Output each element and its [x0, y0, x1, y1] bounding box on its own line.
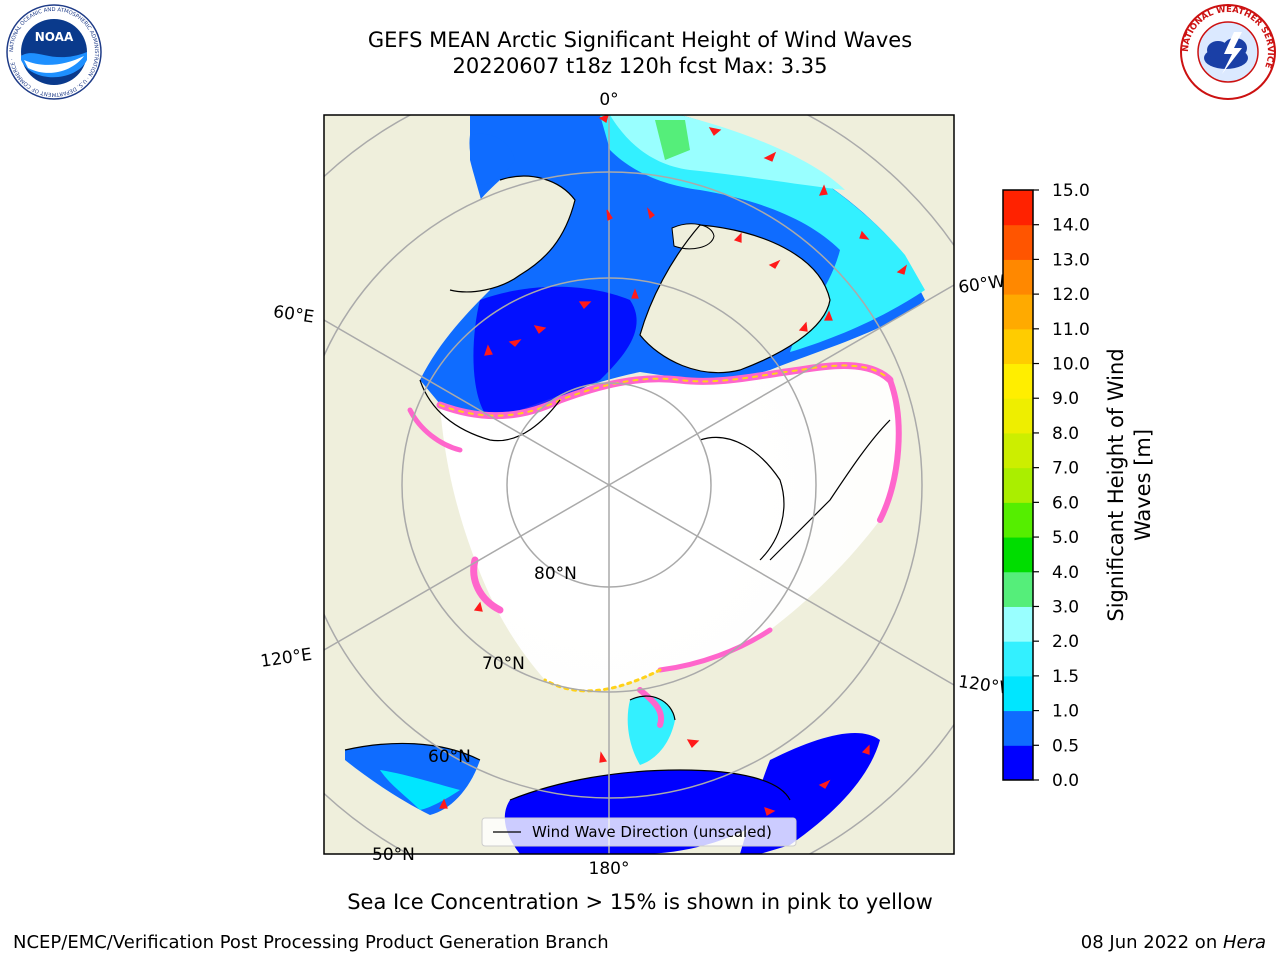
colorbar: 0.0 0.5 1.0 1.5 2.0 3.0 4.0 5.0 6.0 7.0 8.0 9.0 10.0…	[1002, 181, 1090, 791]
colorbar-frame	[1002, 189, 1034, 781]
map-frame	[323, 114, 955, 855]
colorbar-tick-label: 6.0	[1052, 493, 1079, 513]
colorbar-segment	[1003, 502, 1033, 538]
colorbar-segment	[1003, 363, 1033, 399]
colorbar-tick-label: 2.0	[1052, 632, 1079, 652]
wave-3m-patch	[655, 120, 690, 160]
colorbar-tick-label: 8.0	[1052, 424, 1079, 444]
colorbar-tick-label: 1.0	[1052, 702, 1079, 722]
colorbar-segment	[1003, 398, 1033, 434]
colorbar-segment	[1003, 259, 1033, 295]
lon-label-120e: 120°E	[259, 645, 313, 672]
footer-date: 08 Jun 2022 on Hera	[1081, 932, 1266, 953]
colorbar-segment	[1003, 710, 1033, 746]
ice-edge	[407, 362, 902, 728]
colorbar-segment	[1003, 641, 1033, 677]
arctic-ice	[440, 365, 899, 691]
colorbar-segment	[1003, 606, 1033, 642]
colorbar-segment	[1003, 467, 1033, 503]
colorbar-segment	[1003, 294, 1033, 330]
colorbar-label-line1: Significant Height of Wind	[1104, 348, 1128, 621]
chart-subtitle: 20220607 t18z 120h fcst Max: 3.35	[452, 54, 828, 78]
footer-branch: NCEP/EMC/Verification Post Processing Pr…	[13, 932, 609, 953]
colorbar-label-line2: Waves [m]	[1131, 429, 1155, 541]
greenland-sea-cyan	[600, 115, 925, 352]
footer-machine: Hera	[1222, 932, 1266, 953]
colorbar-tick-label: 1.5	[1052, 667, 1079, 687]
greenland-land	[640, 225, 830, 373]
lat-label-70: 70°N	[482, 654, 525, 674]
lon-label-60w: 60°W	[957, 272, 1006, 298]
colorbar-tick-label: 10.0	[1052, 355, 1090, 375]
colorbar-tick-label: 12.0	[1052, 285, 1090, 305]
colorbar-tick-label: 5.0	[1052, 528, 1079, 548]
colorbar-segment	[1003, 675, 1033, 712]
wind-arrows	[439, 115, 907, 816]
colorbar-tick-label: 0.5	[1052, 736, 1079, 756]
colorbar-segment	[1003, 432, 1033, 469]
colorbar-tick-label: 7.0	[1052, 459, 1079, 479]
noaa-logo: NATIONAL OCEANIC AND ATMOSPHERIC ADMINIS…	[6, 4, 102, 100]
colorbar-tick-label: 9.0	[1052, 389, 1079, 409]
lat-label-50: 50°N	[372, 845, 415, 865]
nws-logo: NATIONAL WEATHER SERVICE	[1180, 4, 1276, 100]
ice-note: Sea Ice Concentration > 15% is shown in …	[347, 890, 933, 914]
lon-label-180: 180°	[589, 859, 630, 879]
baltic-sea	[469, 133, 515, 185]
colorbar-tick-label: 15.0	[1052, 181, 1090, 201]
coastlines	[344, 175, 891, 801]
svg-text:NOAA: NOAA	[35, 30, 74, 44]
colorbar-tick-label: 0.0	[1052, 771, 1079, 791]
svg-text:Wind Wave Direction (unscaled): Wind Wave Direction (unscaled)	[532, 823, 772, 841]
norway-land	[447, 176, 575, 292]
lon-label-60e: 60°E	[272, 302, 315, 327]
iceland-land	[671, 223, 715, 250]
colorbar-tick-label: 11.0	[1052, 320, 1090, 340]
wind-direction-legend: Wind Wave Direction (unscaled)	[481, 817, 797, 847]
colorbar-segment	[1003, 328, 1033, 365]
colorbar-tick-label: 3.0	[1052, 597, 1079, 617]
colorbar-segment	[1003, 190, 1033, 226]
graticule	[324, 115, 954, 854]
colorbar-tick-label: 4.0	[1052, 563, 1079, 583]
colorbar-segment	[1003, 224, 1033, 260]
barents-blue	[473, 286, 637, 420]
colorbar-segment	[1003, 745, 1033, 781]
colorbar-tick-label: 13.0	[1052, 250, 1090, 270]
footer-date-text: 08 Jun 2022 on	[1080, 932, 1223, 953]
lon-label-0: 0°	[599, 90, 618, 110]
colorbar-segment	[1003, 571, 1033, 607]
lat-label-80: 80°N	[534, 564, 577, 584]
okhotsk-cyan	[380, 770, 460, 810]
chart-title: GEFS MEAN Arctic Significant Height of W…	[367, 28, 913, 52]
colorbar-segment	[1003, 537, 1033, 573]
colorbar-tick-label: 14.0	[1052, 216, 1090, 236]
lat-label-60: 60°N	[428, 747, 471, 767]
